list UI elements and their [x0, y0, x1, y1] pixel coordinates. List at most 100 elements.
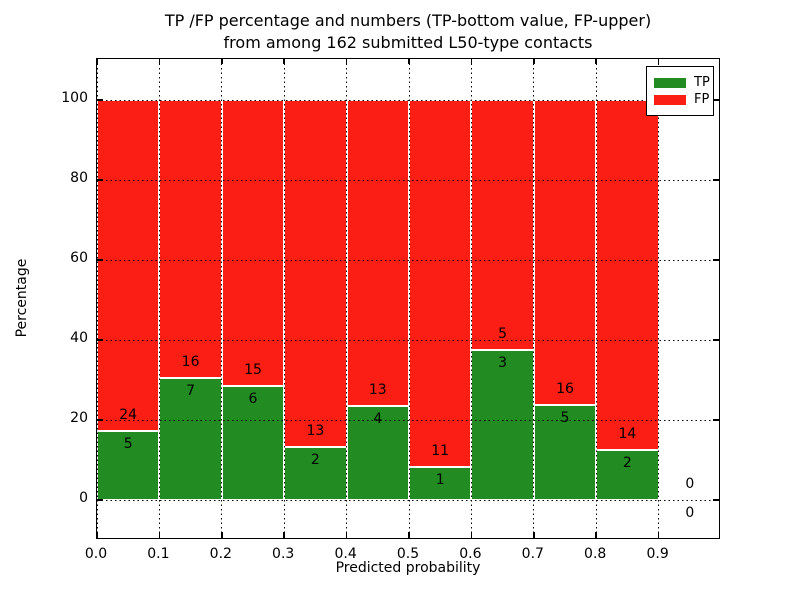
horizontal-gridline — [97, 259, 719, 261]
x-tick-label: 0.6 — [459, 546, 482, 562]
x-tick-label: 0.1 — [147, 546, 170, 562]
y-tick-label: 40 — [70, 330, 88, 346]
vertical-gridline — [595, 59, 597, 538]
fp-count-label: 13 — [306, 422, 325, 439]
tp-bar-segment — [221, 385, 285, 500]
legend: TP FP — [646, 66, 714, 116]
horizontal-gridline — [97, 499, 719, 501]
vertical-gridline — [96, 59, 98, 538]
vertical-gridline — [658, 59, 660, 538]
y-tick-label: 100 — [61, 90, 88, 106]
tp-bar-segment — [533, 404, 597, 500]
x-tick-label: 0.7 — [521, 546, 544, 562]
x-tick-mark — [595, 59, 597, 64]
tp-bar-segment — [409, 466, 472, 500]
y-tick-mark — [97, 339, 103, 341]
x-tick-mark — [470, 532, 473, 538]
tp-legend-swatch — [654, 77, 686, 88]
vertical-gridline — [533, 59, 535, 538]
x-tick-mark — [657, 532, 660, 538]
x-tick-mark — [470, 59, 473, 64]
x-tick-mark — [533, 532, 535, 538]
fp-count-label: 16 — [181, 354, 200, 371]
y-tick-mark — [713, 499, 719, 501]
tp-bar-segment — [471, 350, 534, 500]
y-axis-label: Percentage — [14, 258, 30, 338]
tp-bar-segment — [284, 446, 347, 500]
fp-count-label: 14 — [618, 426, 637, 442]
vertical-gridline — [283, 59, 285, 538]
x-tick-mark — [408, 532, 410, 538]
plot-area: 24 5 16 7 15 6 13 2 13 4 11 1 5 3 16 5 14 2 0 0 — [96, 58, 720, 539]
fp-legend-swatch — [654, 94, 686, 105]
horizontal-gridline — [97, 419, 719, 421]
fp-count-label: 15 — [244, 361, 262, 378]
x-tick-label: 0.4 — [334, 546, 357, 562]
x-tick-mark — [657, 59, 660, 64]
tp-bar-segment — [97, 431, 160, 500]
tp-count-label: 2 — [310, 451, 320, 468]
x-tick-mark — [533, 59, 535, 64]
fp-count-label: 13 — [368, 381, 387, 398]
chart-title-line2: from among 162 submitted L50-type contac… — [223, 33, 593, 52]
y-tick-mark — [713, 179, 719, 181]
tp-count-label: 5 — [123, 436, 133, 453]
y-tick-mark — [713, 99, 719, 101]
horizontal-gridline — [97, 99, 719, 101]
fp-count-label: 11 — [431, 442, 450, 459]
tp-count-label: 1 — [435, 471, 445, 488]
tp-count-label: 2 — [622, 455, 632, 471]
x-tick-mark — [345, 532, 348, 538]
fp-count-label: 16 — [556, 380, 574, 397]
x-tick-mark — [158, 532, 161, 538]
y-tick-mark — [97, 419, 103, 421]
legend-label: FP — [694, 92, 710, 107]
x-tick-label: 0.5 — [396, 546, 420, 562]
fp-bar-segment — [221, 100, 285, 386]
x-tick-mark — [283, 532, 285, 538]
x-tick-label: 0.9 — [646, 546, 669, 562]
tp-bar-segment — [346, 405, 409, 500]
fp-bar-segment — [596, 100, 659, 450]
x-tick-mark — [283, 59, 285, 64]
vertical-gridline — [470, 59, 472, 538]
fp-count-label: 5 — [498, 326, 508, 342]
x-tick-label: 0.0 — [84, 546, 108, 562]
x-tick-mark — [345, 59, 348, 64]
y-tick-mark — [97, 99, 103, 101]
fp-bar-segment — [471, 100, 534, 350]
chart-title-line1: TP /FP percentage and numbers (TP-bottom… — [164, 11, 652, 30]
y-tick-label: 0 — [79, 490, 88, 506]
x-tick-mark — [221, 59, 223, 64]
vertical-gridline — [408, 59, 410, 538]
y-tick-mark — [713, 259, 719, 261]
legend-label: TP — [694, 75, 710, 90]
tp-count-label: 4 — [373, 410, 383, 427]
vertical-gridline — [221, 59, 223, 538]
x-tick-mark — [595, 532, 597, 538]
y-tick-mark — [97, 259, 103, 261]
y-tick-mark — [713, 339, 719, 341]
fp-bar-segment — [159, 100, 222, 379]
x-tick-mark — [408, 59, 410, 64]
fp-bar-segment — [346, 100, 409, 406]
fp-count-label: 24 — [119, 407, 138, 424]
y-tick-label: 60 — [70, 250, 88, 266]
legend-row: TP — [654, 75, 710, 90]
fp-bar-segment — [409, 100, 472, 467]
x-tick-mark — [96, 532, 98, 538]
tp-count-label: 0 — [685, 505, 695, 521]
fp-bar-segment — [97, 100, 160, 432]
x-tick-mark — [221, 532, 223, 538]
tp-count-label: 6 — [248, 390, 258, 407]
vertical-gridline — [346, 59, 348, 538]
tp-bar-segment — [159, 378, 222, 500]
y-tick-mark — [97, 179, 103, 181]
y-tick-label: 20 — [70, 410, 88, 426]
y-tick-mark — [713, 419, 719, 421]
horizontal-gridline — [97, 179, 719, 181]
fp-bar-segment — [284, 100, 347, 447]
fp-bar-segment — [533, 100, 597, 405]
fp-count-label: 0 — [685, 476, 695, 492]
